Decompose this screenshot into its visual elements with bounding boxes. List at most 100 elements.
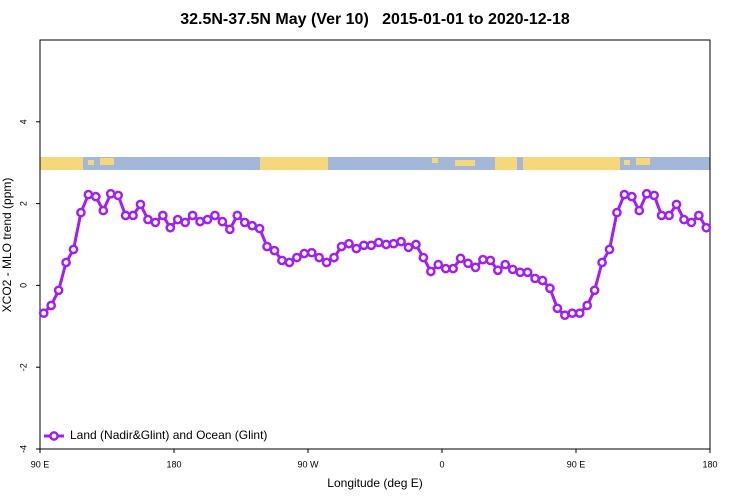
data-point [135,199,146,210]
data-point [344,238,354,249]
land [40,157,83,170]
data-point [433,259,444,270]
data-point [500,259,511,270]
data-point [98,205,109,216]
data-point [61,257,71,268]
data-point [46,300,57,311]
data-point [329,252,339,263]
data-point [649,190,660,201]
data-point [90,191,101,202]
data-point [418,252,429,263]
y-axis-label: XCO2 - MLO trend (ppm) [0,178,14,313]
data-point [321,257,332,268]
data-point [411,239,421,250]
series-line [42,192,708,317]
x-tick-label: 90 W [297,459,319,469]
land [636,158,650,165]
data-point [247,220,258,231]
data-point [180,217,191,228]
data-point [589,285,600,296]
land-ocean-strip [40,157,710,170]
data-point [485,255,496,266]
y-tick-label: 0 [18,283,28,288]
data-point [113,190,124,201]
data-point [582,300,593,311]
data-point [143,214,153,225]
data-point [366,240,377,251]
data-point [552,303,563,314]
data-point [463,258,473,269]
data-point [671,199,682,210]
data-point [574,308,585,319]
data-point [157,210,168,221]
data-point [537,275,548,286]
data-point [291,252,302,263]
land [624,160,630,165]
data-point [105,188,116,199]
data-point [634,205,645,216]
data-point [187,210,198,221]
data-point [656,210,667,221]
data-point [470,262,481,273]
data-point [277,255,287,266]
land [88,160,94,165]
data-point [336,241,347,252]
data-point [232,210,243,221]
data-point [522,267,533,278]
data-point [440,263,451,274]
data-point [128,210,138,221]
data-point [195,216,205,227]
data-point [507,264,518,275]
data-point [545,283,555,294]
data-point [83,189,94,200]
x-tick-label: 90 E [31,459,50,469]
data-point [120,210,131,221]
data-point [373,237,384,248]
land [523,157,620,170]
data-point [686,217,697,228]
data-point [604,244,615,255]
land [432,158,438,163]
data-point [254,223,265,234]
data-point [626,191,637,202]
data-point [172,214,183,225]
land [260,157,328,170]
data-point [239,217,250,228]
data-point [455,253,466,264]
data-point [388,238,399,249]
data-point [358,240,369,251]
data-point [217,216,228,227]
data-point [693,210,704,221]
data-point [262,241,272,252]
data-point [530,273,540,284]
y-tick-label: 2 [18,201,28,206]
data-point [478,254,488,265]
x-tick-label: 0 [439,459,444,469]
data-point [53,285,64,296]
x-tick-label: 180 [166,459,181,469]
data-point [202,214,213,225]
data-point [664,210,674,221]
data-point [269,245,280,256]
data-point [612,207,622,218]
data-point [403,242,414,253]
y-tick-label: -2 [18,363,28,371]
data-point [492,265,503,276]
data-point [396,236,406,247]
data-point [284,257,295,268]
data-point [210,210,220,221]
y-tick-label: 4 [18,119,28,124]
y-tick-label: -4 [18,445,28,453]
chart-title: 32.5N-37.5N May (Ver 10) 2015-01-01 to 2… [180,11,570,28]
data-point [38,308,49,319]
legend: Land (Nadir&Glint) and Ocean (Glint) [44,428,267,442]
land [100,158,114,165]
data-point [425,266,436,277]
data-point [224,224,235,235]
data-point [150,217,161,228]
data-point [299,248,310,259]
data-point [597,257,607,268]
data-point [567,308,578,319]
data-point [448,263,459,274]
